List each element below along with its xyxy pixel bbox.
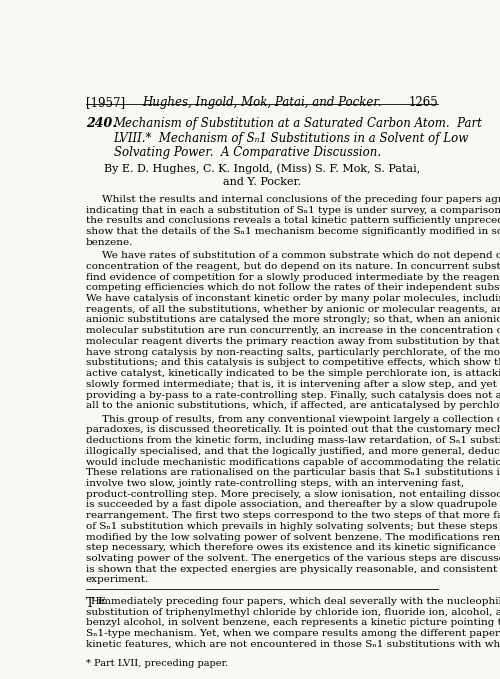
Text: benzyl alcohol, in solvent benzene, each represents a kinetic picture pointing t: benzyl alcohol, in solvent benzene, each… (86, 619, 500, 627)
Text: T: T (86, 597, 94, 610)
Text: competing efficiencies which do not follow the rates of their independent substi: competing efficiencies which do not foll… (86, 283, 500, 293)
Text: and Y. Pocker.: and Y. Pocker. (223, 177, 301, 187)
Text: of Sₙ1 substitution which prevails in highly solvating solvents; but these steps: of Sₙ1 substitution which prevails in hi… (86, 522, 500, 531)
Text: These relations are rationalised on the particular basis that Sₙ1 substitutions : These relations are rationalised on the … (86, 469, 500, 477)
Text: anionic substitutions are catalysed the more strongly; so that, when an anionic : anionic substitutions are catalysed the … (86, 316, 500, 325)
Text: LVIII.*  Mechanism of Sₙ1 Substitutions in a Solvent of Low: LVIII.* Mechanism of Sₙ1 Substitutions i… (114, 132, 469, 145)
Text: active catalyst, kinetically indicated to be the simple perchlorate ion, is atta: active catalyst, kinetically indicated t… (86, 369, 500, 378)
Text: Whilst the results and internal conclusions of the preceding four papers agree i: Whilst the results and internal conclusi… (102, 195, 500, 204)
Text: show that the details of the Sₙ1 mechanism become significantly modified in solv: show that the details of the Sₙ1 mechani… (86, 227, 500, 236)
Text: substitution of triphenylmethyl chloride by chloride ion, fluoride ion, alcohol,: substitution of triphenylmethyl chloride… (86, 608, 500, 617)
Text: 1265: 1265 (408, 96, 438, 109)
Text: is succeeded by a fast dipole association, and thereafter by a slow quadrupole: is succeeded by a fast dipole associatio… (86, 500, 497, 509)
Text: We have rates of substitution of a common substrate which do not depend on the: We have rates of substitution of a commo… (102, 251, 500, 260)
Text: Sₙ1-type mechanism. Yet, when we compare results among the different papers, we : Sₙ1-type mechanism. Yet, when we compare… (86, 629, 500, 638)
Text: HE: HE (90, 597, 106, 606)
Text: We have catalysis of inconstant kinetic order by many polar molecules, including: We have catalysis of inconstant kinetic … (86, 294, 500, 303)
Text: is shown that the expected energies are physically reasonable, and consistent wi: is shown that the expected energies are … (86, 565, 500, 574)
Text: Solvating Power.  A Comparative Discussion.: Solvating Power. A Comparative Discussio… (114, 146, 381, 160)
Text: involve two slow, jointly rate-controlling steps, with an intervening fast,: involve two slow, jointly rate-controlli… (86, 479, 464, 488)
Text: rearrangement. The first two steps correspond to the two steps of that more fami: rearrangement. The first two steps corre… (86, 511, 500, 520)
Text: solvating power of the solvent. The energetics of the various steps are discusse: solvating power of the solvent. The ener… (86, 554, 500, 563)
Text: [1957]: [1957] (86, 96, 125, 109)
Text: Hughes, Ingold, Mok, Patai, and Pocker.: Hughes, Ingold, Mok, Patai, and Pocker. (142, 96, 382, 109)
Text: immediately preceding four papers, which deal severally with the nucleophilic: immediately preceding four papers, which… (98, 597, 500, 606)
Text: molecular substitution are run concurrently, an increase in the concentration of: molecular substitution are run concurren… (86, 326, 500, 335)
Text: * Part LVII, preceding paper.: * Part LVII, preceding paper. (86, 659, 228, 668)
Text: molecular reagent diverts the primary reaction away from substitution by that re: molecular reagent diverts the primary re… (86, 337, 500, 346)
Text: modified by the low solvating power of solvent benzene. The modifications render: modified by the low solvating power of s… (86, 532, 500, 542)
Text: By E. D. Hughes, C. K. Ingold, (Miss) S. F. Mok, S. Patai,: By E. D. Hughes, C. K. Ingold, (Miss) S.… (104, 163, 420, 174)
Text: product-controlling step. More precisely, a slow ionisation, not entailing disso: product-controlling step. More precisely… (86, 490, 500, 498)
Text: deductions from the kinetic form, including mass-law retardation, of Sₙ1 substit: deductions from the kinetic form, includ… (86, 436, 500, 445)
Text: have strong catalysis by non-reacting salts, particularly perchlorate, of the mo: have strong catalysis by non-reacting sa… (86, 348, 500, 356)
Text: concentration of the reagent, but do depend on its nature. In concurrent substit: concentration of the reagent, but do dep… (86, 262, 500, 271)
Text: illogically specialised, and that the logically justified, and more general, ded: illogically specialised, and that the lo… (86, 447, 500, 456)
Text: providing a by-pass to a rate-controlling step. Finally, such catalysis does not: providing a by-pass to a rate-controllin… (86, 390, 500, 399)
Text: 240.: 240. (86, 117, 117, 130)
Text: substitutions; and this catalysis is subject to competitive effects, which show : substitutions; and this catalysis is sub… (86, 359, 500, 367)
Text: the results and conclusions reveals a total kinetic pattern sufficiently unprece: the results and conclusions reveals a to… (86, 217, 500, 225)
Text: This group of results, from any conventional viewpoint largely a collection of: This group of results, from any conventi… (102, 415, 500, 424)
Text: would include mechanistic modifications capable of accommodating the relations d: would include mechanistic modifications … (86, 458, 500, 466)
Text: slowly formed intermediate; that is, it is intervening after a slow step, and ye: slowly formed intermediate; that is, it … (86, 380, 500, 389)
Text: reagents, of all the substitutions, whether by anionic or molecular reagents, an: reagents, of all the substitutions, whet… (86, 305, 500, 314)
Text: experiment.: experiment. (86, 575, 149, 585)
Text: all to the anionic substitutions, which, if affected, are anticatalysed by perch: all to the anionic substitutions, which,… (86, 401, 500, 410)
Text: step necessary, which therefore owes its existence and its kinetic significance : step necessary, which therefore owes its… (86, 543, 500, 552)
Text: paradoxes, is discussed theoretically. It is pointed out that the customary mech: paradoxes, is discussed theoretically. I… (86, 425, 500, 435)
Text: find evidence of competition for a slowly produced intermediate by the reagents,: find evidence of competition for a slowl… (86, 273, 500, 282)
Text: kinetic features, which are not encountered in those Sₙ1 substitutions with whic: kinetic features, which are not encounte… (86, 640, 500, 648)
Text: benzene.: benzene. (86, 238, 133, 246)
Text: indicating that in each a substitution of Sₙ1 type is under survey, a comparison: indicating that in each a substitution o… (86, 206, 500, 215)
Text: Mechanism of Substitution at a Saturated Carbon Atom.  Part: Mechanism of Substitution at a Saturated… (114, 117, 482, 130)
